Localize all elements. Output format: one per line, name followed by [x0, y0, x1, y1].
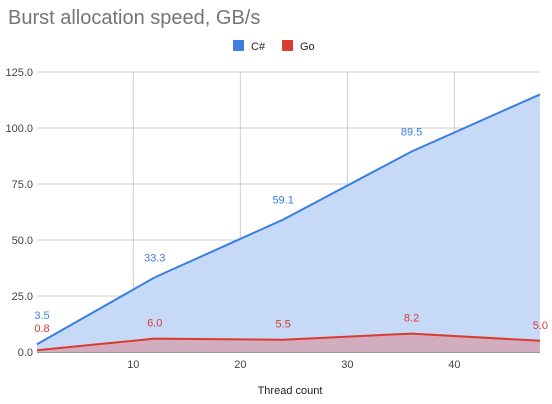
x-tick-label: 10 — [127, 359, 139, 371]
data-label: 3.5 — [34, 310, 49, 322]
data-labels: 3.5 33.3 59.1 89.5 0.8 6.0 5.5 8.2 5.0 — [34, 127, 548, 336]
area-csharp — [37, 94, 540, 353]
x-tick-label: 20 — [234, 359, 246, 371]
legend-label-csharp: C# — [251, 41, 266, 53]
legend-swatch-csharp — [233, 40, 244, 51]
data-label: 89.5 — [401, 127, 422, 139]
data-label: 6.0 — [147, 318, 162, 330]
x-axis-tick-labels: 10 20 30 40 — [127, 359, 460, 371]
y-tick-label: 100.0 — [5, 123, 33, 135]
data-label: 0.8 — [34, 323, 49, 335]
series-lines — [36, 93, 541, 352]
y-tick-label: 50.0 — [12, 235, 33, 247]
legend-label-go: Go — [300, 41, 315, 53]
data-label: 5.0 — [533, 320, 548, 332]
y-axis-tick-labels: 0.0 25.0 50.0 75.0 100.0 125.0 — [5, 67, 33, 359]
line-go — [36, 332, 541, 352]
data-label: 33.3 — [144, 252, 165, 264]
legend: C# Go — [233, 40, 315, 53]
data-label: 8.2 — [404, 313, 419, 325]
y-tick-label: 0.0 — [18, 347, 33, 359]
series-areas — [37, 94, 540, 353]
data-label: 59.1 — [272, 195, 293, 207]
legend-swatch-go — [282, 40, 293, 51]
area-go — [37, 333, 540, 352]
y-tick-label: 25.0 — [12, 291, 33, 303]
x-tick-label: 30 — [341, 359, 353, 371]
y-tick-label: 125.0 — [5, 67, 33, 79]
y-tick-label: 75.0 — [12, 179, 33, 191]
x-tick-label: 40 — [448, 359, 460, 371]
x-axis-title: Thread count — [258, 385, 323, 397]
chart-title: Burst allocation speed, GB/s — [8, 7, 260, 29]
data-label: 5.5 — [276, 319, 291, 331]
line-csharp — [36, 93, 541, 346]
